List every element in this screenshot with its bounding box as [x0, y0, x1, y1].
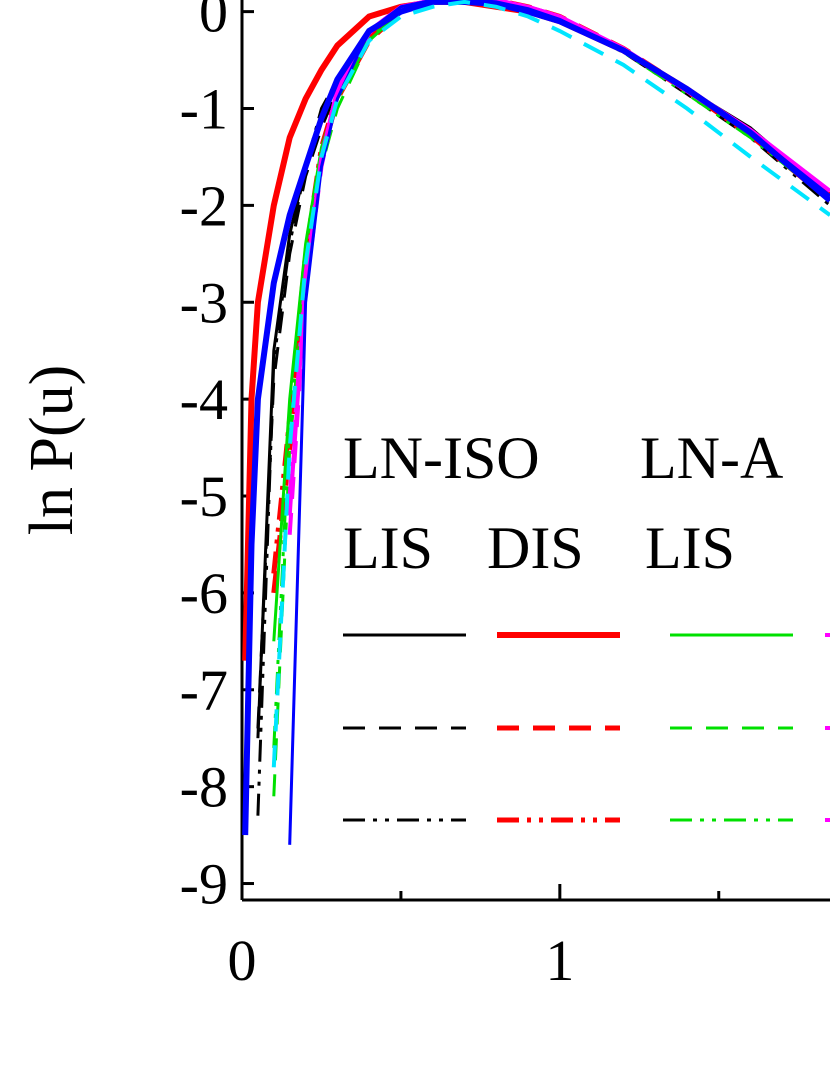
legend-group: LN-ISO	[343, 425, 540, 491]
legend-column: LIS	[343, 515, 433, 581]
y-tick-label: -5	[180, 464, 228, 529]
y-tick-label: -8	[180, 755, 228, 820]
series-line	[271, 0, 830, 768]
legend-group: LN-A	[640, 425, 783, 491]
series-line	[272, 0, 830, 797]
y-tick-label: -3	[180, 270, 228, 335]
series-line	[271, 0, 830, 594]
series-line	[256, 0, 830, 739]
y-tick-label: -2	[180, 173, 228, 238]
x-tick-label: 1	[545, 928, 574, 993]
y-tick-label: 0	[199, 0, 228, 45]
y-tick-label: -7	[180, 658, 228, 723]
y-tick-label: -1	[180, 77, 228, 142]
y-tick-label: -9	[180, 852, 228, 917]
y-tick-label: -6	[180, 561, 228, 626]
y-axis-label: ln P(u)	[18, 365, 86, 536]
series-line	[256, 0, 830, 729]
legend-column: DIS	[487, 515, 584, 581]
legend-column: LIS	[645, 515, 735, 581]
series-line	[287, 0, 830, 497]
y-tick-label: -4	[180, 367, 228, 432]
x-tick-label: 0	[228, 928, 257, 993]
